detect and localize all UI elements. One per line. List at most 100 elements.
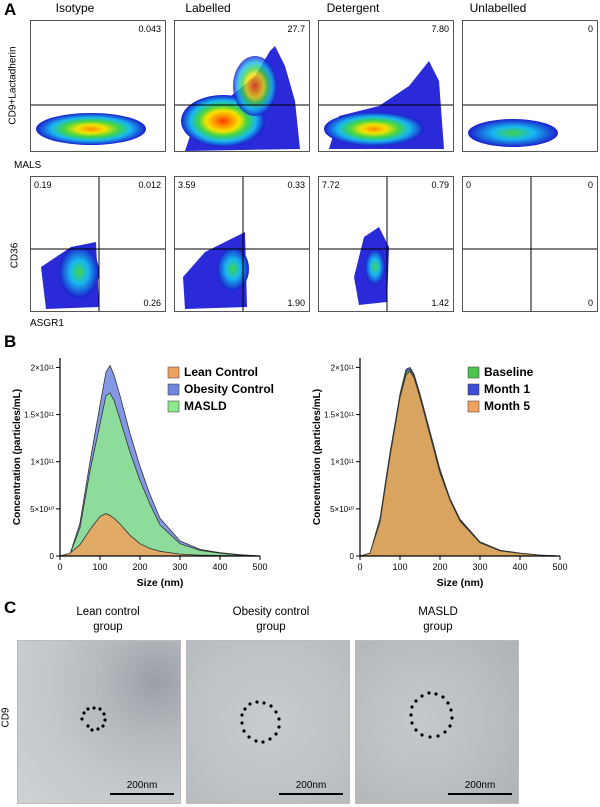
gate-value-unlabelled: 0 — [587, 24, 593, 34]
quadrant-lr-isotype: 0.26 — [143, 298, 161, 308]
tem-vesicle-lean — [80, 706, 107, 732]
facs-quadrant-unlabelled — [463, 177, 597, 311]
scale-label-obesity: 200nm — [295, 780, 327, 791]
facs-plot-unlabelled-bottom: 0 0 0 — [462, 176, 598, 312]
quadrant-lr-unlabelled: 0 — [587, 298, 593, 308]
column-title-detergent: Detergent — [326, 1, 380, 15]
y-tick-label-3: 1.5×10¹¹ — [324, 411, 354, 420]
y-tick-label-2: 1×10¹¹ — [31, 458, 55, 467]
quadrant-ul-unlabelled: 0 — [466, 180, 472, 190]
y-tick-label-4: 2×10¹¹ — [31, 363, 55, 372]
facs-quadrant-isotype — [31, 177, 165, 311]
legend-swatch-2 — [167, 400, 180, 413]
legend-label-1: Obesity Control — [184, 382, 274, 396]
column-title-labelled: Labelled — [185, 1, 231, 15]
facs-density-labelled — [175, 46, 309, 151]
bottom-row-y-axis-label: CD36 — [9, 242, 21, 269]
facs-quadrant-detergent — [319, 177, 453, 311]
facs-plot-unlabelled-top: 0 — [462, 20, 598, 152]
x-tick-label-5: 500 — [552, 562, 567, 572]
quadrant-lr-detergent: 1.42 — [431, 298, 449, 308]
panel-c-label: C — [4, 598, 17, 617]
quadrant-ur-detergent: 0.79 — [431, 180, 449, 190]
tem-title-lean: Lean control group — [76, 606, 140, 633]
x-tick-label-5: 500 — [252, 562, 267, 572]
legend-label-2: MASLD — [184, 399, 227, 413]
facs-density-detergent — [319, 61, 453, 149]
facs-density-unlabelled — [463, 104, 597, 147]
y-tick-label-0: 0 — [50, 552, 55, 561]
panel-b-label: B — [4, 332, 17, 351]
y-tick-label-2: 1×10¹¹ — [331, 458, 355, 467]
y-tick-label-4: 2×10¹¹ — [331, 363, 355, 372]
size-distribution-chart-groups: 0 100 200 300 400 500 0 5×10¹⁰ 1×10¹¹ 1.5×10¹¹ 2×1… — [12, 358, 274, 589]
tem-vesicle-masld — [409, 691, 454, 739]
quadrant-lr-labelled: 1.90 — [287, 298, 305, 308]
y-tick-label-1: 5×10¹⁰ — [30, 505, 54, 514]
facs-plot-isotype-top: 0.043 — [30, 20, 166, 152]
x-axis-label: Size (nm) — [437, 577, 484, 589]
quadrant-ul-detergent: 7.72 — [322, 180, 340, 190]
facs-plot-detergent-bottom: 7.72 0.79 1.42 — [318, 176, 454, 312]
legend-label-0: Lean Control — [184, 365, 258, 379]
x-tick-label-0: 0 — [57, 562, 62, 572]
y-tick-label-0: 0 — [350, 552, 355, 561]
facs-plot-detergent-top: 7.80 — [318, 20, 454, 152]
size-distribution-chart-timepoints: 0 100 200 300 400 500 0 5×10¹⁰ 1×10¹¹ 1.5×10¹¹ 2×1… — [312, 358, 568, 589]
panel-a-label: A — [4, 0, 17, 19]
series-area-2 — [359, 370, 561, 557]
tem-image-masld: 200nm — [355, 640, 519, 804]
tem-image-lean: 200nm — [17, 640, 181, 804]
x-tick-label-0: 0 — [357, 562, 362, 572]
facs-plot-labelled-top: 27.7 — [174, 20, 310, 152]
y-axis-label: Concentration (particles/mL) — [312, 389, 323, 525]
scale-label-lean: 200nm — [126, 780, 158, 791]
legend-swatch-2 — [467, 400, 480, 413]
scale-bar-masld — [448, 793, 512, 795]
quadrant-ul-labelled: 3.59 — [178, 180, 196, 190]
gate-value-labelled: 27.7 — [287, 24, 305, 34]
facs-quadrant-labelled — [175, 177, 309, 311]
tem-title-obesity: Obesity control group — [232, 606, 310, 633]
tem-image-obesity: 200nm — [186, 640, 350, 804]
column-title-isotype: Isotype — [55, 1, 95, 15]
scale-bar-obesity — [279, 793, 343, 795]
quadrant-ur-labelled: 0.33 — [287, 180, 305, 190]
scale-bar-lean — [110, 793, 174, 795]
legend-label-2: Month 5 — [484, 399, 530, 413]
scale-label-masld: 200nm — [464, 780, 496, 791]
x-tick-label-2: 200 — [432, 562, 447, 572]
facs-plot-labelled-bottom: 3.59 0.33 1.90 — [174, 176, 310, 312]
panel-c-row-label: CD9 — [0, 707, 12, 728]
top-row-x-axis-label: MALS — [14, 160, 42, 171]
tem-title-masld: MASLD group — [418, 606, 458, 633]
x-tick-label-2: 200 — [132, 562, 147, 572]
x-tick-label-4: 400 — [212, 562, 227, 572]
column-title-unlabelled: Unlabelled — [469, 1, 527, 15]
x-tick-label-3: 300 — [472, 562, 487, 572]
y-tick-label-1: 5×10¹⁰ — [330, 505, 354, 514]
y-axis-label: Concentration (particles/mL) — [12, 389, 23, 525]
quadrant-ur-isotype: 0.012 — [138, 180, 161, 190]
gate-value-isotype: 0.043 — [138, 24, 161, 34]
legend-swatch-0 — [467, 366, 480, 379]
tem-vesicle-obesity — [240, 700, 281, 744]
bottom-row-x-axis-label: ASGR1 — [30, 318, 64, 329]
legend-label-1: Month 1 — [484, 382, 530, 396]
facs-plot-isotype-bottom: 0.19 0.012 0.26 — [30, 176, 166, 312]
legend-swatch-0 — [167, 366, 180, 379]
quadrant-ul-isotype: 0.19 — [34, 180, 52, 190]
y-tick-label-3: 1.5×10¹¹ — [24, 411, 54, 420]
legend-swatch-1 — [467, 383, 480, 396]
legend-label-0: Baseline — [484, 365, 534, 379]
quadrant-ur-unlabelled: 0 — [587, 180, 593, 190]
legend-swatch-1 — [167, 383, 180, 396]
x-tick-label-1: 100 — [392, 562, 407, 572]
x-tick-label-4: 400 — [512, 562, 527, 572]
gate-value-detergent: 7.80 — [431, 24, 449, 34]
x-tick-label-3: 300 — [172, 562, 187, 572]
x-axis-label: Size (nm) — [137, 577, 184, 589]
facs-density-isotype — [31, 104, 165, 145]
top-row-y-axis-label: CD9+Lactadherin — [7, 46, 19, 125]
x-tick-label-1: 100 — [92, 562, 107, 572]
